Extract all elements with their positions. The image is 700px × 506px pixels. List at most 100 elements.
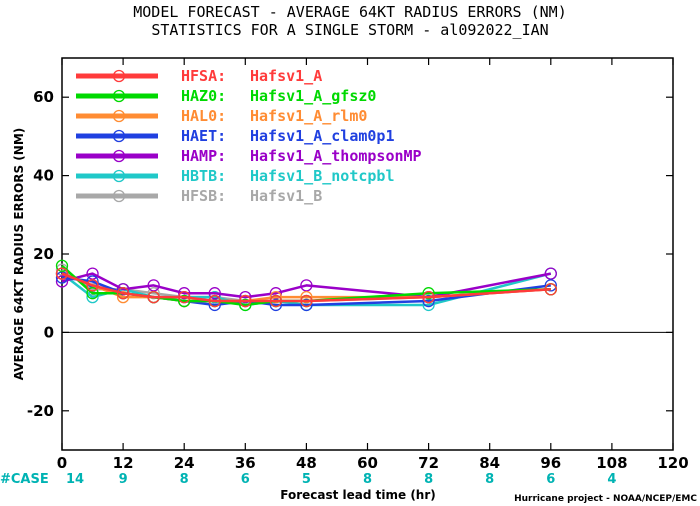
data-point (147, 290, 160, 304)
data-point (86, 287, 99, 300)
x-tick-label: 108 (596, 454, 627, 472)
data-point (300, 290, 313, 304)
legend-name: Hafsv1_A_rlm0 (250, 107, 367, 125)
data-point (422, 290, 435, 304)
legend-marker (112, 149, 126, 163)
x-tick-label: 120 (657, 454, 688, 472)
y-tick-label: 40 (33, 167, 54, 185)
data-point (208, 294, 221, 308)
case-counts: 14 9 8 6 5 8 8 8 6 4 (66, 472, 616, 487)
legend-entry: HAL0: Hafsv1_A_rlm0 (76, 107, 367, 125)
data-point (178, 294, 191, 308)
legend-marker (112, 129, 126, 143)
y-tick-label: 20 (33, 245, 54, 263)
legend-label: HFSB: (181, 187, 226, 205)
case-count: 8 (485, 472, 494, 487)
legend-marker (112, 69, 126, 83)
data-point (147, 279, 160, 292)
data-point (86, 267, 99, 280)
legend-label: HFSA: (181, 67, 226, 85)
data-point (239, 290, 252, 304)
data-point (269, 298, 283, 312)
data-point (116, 287, 130, 300)
case-count: 9 (119, 472, 128, 487)
data-point (208, 290, 221, 304)
data-point (55, 271, 69, 284)
legend-marker (112, 189, 126, 203)
legend-name: Hafsv1_A_gfsz0 (250, 87, 376, 105)
x-axis-label: Forecast lead time (hr) (280, 488, 436, 502)
legend-label: HAL0: (181, 107, 226, 125)
case-count: 6 (546, 472, 555, 487)
y-axis: -20 0 20 40 60 (27, 88, 673, 420)
data-point (55, 275, 69, 288)
chart-title-line2: STATISTICS FOR A SINGLE STORM - al092022… (151, 21, 548, 39)
chart-title-line1: MODEL FORECAST - AVERAGE 64KT RADIUS ERR… (133, 3, 566, 21)
data-point (208, 287, 221, 300)
legend-name: Hafsv1_B (250, 187, 322, 205)
data-point (300, 298, 313, 312)
legend-entry: HBTB: Hafsv1_B_notcpbl (76, 167, 395, 185)
legend-label: HAET: (181, 127, 226, 145)
series-layer (55, 259, 557, 312)
legend-entry: HFSB: Hafsv1_B (76, 187, 322, 205)
x-tick-label: 36 (235, 454, 256, 472)
data-point (239, 298, 252, 312)
case-count: 4 (607, 472, 616, 487)
data-point (86, 279, 99, 292)
legend-marker (112, 109, 126, 123)
data-point (116, 290, 130, 304)
x-tick-label: 60 (357, 454, 378, 472)
data-point (116, 283, 130, 296)
legend-entry: HAET: Hafsv1_A_clam0p1 (76, 127, 395, 145)
legend: HFSA: Hafsv1_A HAZ0: Hafsv1_A_gfsz0 HAL0: Haf… (76, 67, 422, 205)
x-tick-label: 24 (174, 454, 195, 472)
legend-marker (112, 89, 126, 103)
data-point (422, 298, 435, 312)
legend-label: HAMP: (181, 147, 226, 165)
case-count: 14 (66, 472, 84, 487)
series-line (61, 272, 552, 299)
data-point (422, 294, 435, 308)
y-tick-label: 0 (44, 323, 54, 341)
data-point (178, 290, 191, 304)
legend-name: Hafsv1_A_clam0p1 (250, 127, 395, 145)
y-tick-label: 60 (33, 88, 54, 106)
case-count: 8 (363, 472, 372, 487)
legend-marker (112, 169, 126, 183)
data-point (55, 267, 69, 280)
x-tick-label: 0 (57, 454, 67, 472)
x-tick-label: 84 (479, 454, 500, 472)
series-line (61, 276, 551, 307)
data-point (269, 287, 283, 300)
legend-entry: HFSA: Hafsv1_A (76, 67, 322, 85)
data-point (269, 290, 283, 304)
x-tick-label: 48 (296, 454, 317, 472)
series-hamp (55, 267, 557, 304)
series-line (61, 272, 551, 303)
data-point (55, 259, 69, 272)
x-tick-label: 12 (113, 454, 134, 472)
y-axis-label: AVERAGE 64KT RADIUS ERRORS (NM) (12, 128, 26, 380)
case-count: 8 (180, 472, 189, 487)
legend-name: Hafsv1_B_notcpbl (250, 167, 395, 185)
y-tick-label: -20 (27, 402, 54, 420)
series-hfsa (55, 267, 557, 308)
data-point (147, 287, 160, 300)
case-label: #CASE (0, 472, 49, 487)
legend-entry: HAZ0: Hafsv1_A_gfsz0 (76, 87, 376, 105)
data-point (239, 294, 252, 308)
data-point (300, 279, 313, 292)
legend-name: Hafsv1_A (250, 67, 322, 85)
case-count: 6 (241, 472, 250, 487)
data-point (544, 279, 557, 292)
legend-label: HBTB: (181, 167, 226, 185)
legend-label: HAZ0: (181, 87, 226, 105)
data-point (300, 294, 313, 308)
x-tick-label: 96 (540, 454, 561, 472)
data-point (208, 298, 221, 312)
data-point (86, 275, 99, 288)
credit-text: Hurricane project - NOAA/NCEP/EMC (514, 494, 697, 504)
legend-entry: HAMP: Hafsv1_A_thompsonMP (76, 147, 422, 165)
